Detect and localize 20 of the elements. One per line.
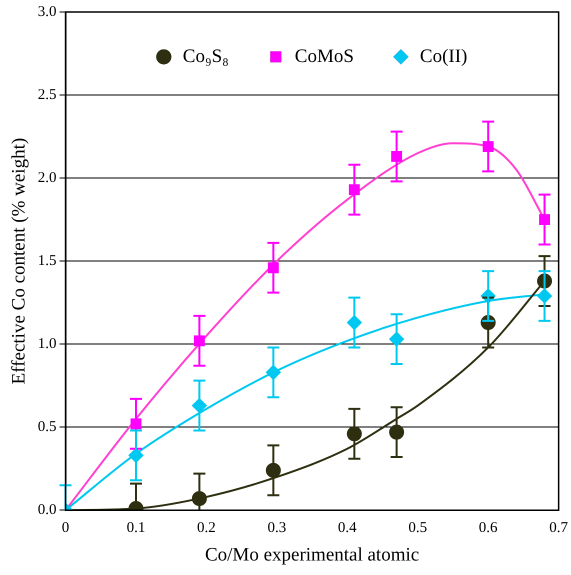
y-tick-label: 2.5 <box>38 86 57 103</box>
y-tick-label: 0.0 <box>38 502 57 518</box>
x-tick-label: 0.6 <box>478 520 498 536</box>
y-tick-label: 3.0 <box>38 4 57 20</box>
legend-label: Co(II) <box>420 46 468 67</box>
x-axis-title: Co/Mo experimental atomic <box>204 544 420 566</box>
y-axis-title: Effective Co content (% weight) <box>8 138 30 384</box>
x-tick-label: 0.5 <box>408 520 428 536</box>
legend-label: CoMoS <box>294 46 354 67</box>
x-tick-label: 0 <box>62 520 70 536</box>
legend-label: Co₉S₈ <box>182 46 229 67</box>
x-tick-label: 0.2 <box>197 520 216 536</box>
y-tick-label: 1.5 <box>38 253 57 270</box>
x-tick-label: 0.4 <box>338 520 358 536</box>
x-tick-label: 0.3 <box>267 520 286 536</box>
y-tick-label: 1.0 <box>38 336 57 352</box>
y-tick-label: 0.5 <box>38 419 57 436</box>
y-tick-label: 2.0 <box>38 170 57 186</box>
x-tick-label: 0.7 <box>549 520 568 536</box>
x-tick-label: 0.1 <box>126 520 146 536</box>
